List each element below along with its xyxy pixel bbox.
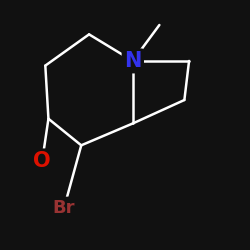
Text: N: N: [124, 51, 142, 71]
Text: Br: Br: [53, 199, 75, 217]
Text: O: O: [34, 151, 51, 171]
